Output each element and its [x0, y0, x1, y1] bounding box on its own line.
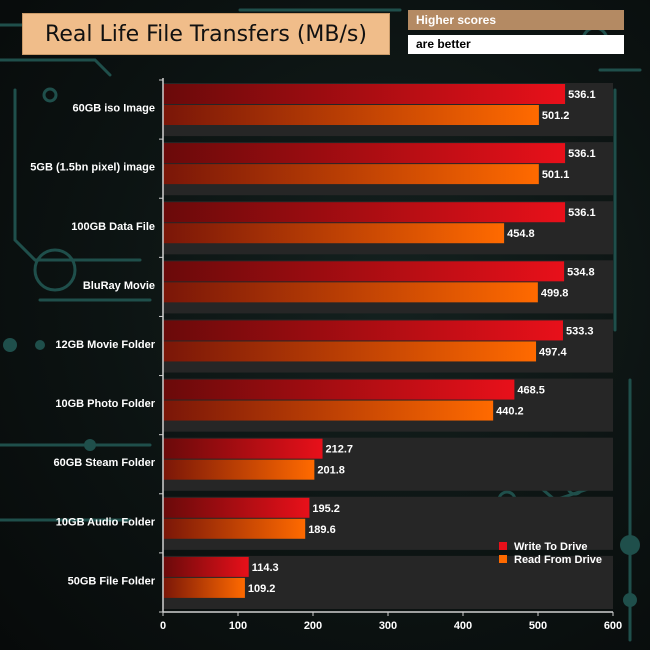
bar-write	[163, 438, 323, 459]
circuit-dot	[620, 535, 640, 555]
bar-write	[163, 143, 566, 164]
labels: 536.1 501.2 60GB iso Image 536.1 501.1 5GB (1…	[30, 89, 622, 632]
bar-write	[163, 261, 565, 282]
legend-swatch-read	[499, 555, 507, 563]
circuit-node	[33, 248, 77, 292]
legend-label-read: Read From Drive	[514, 554, 602, 566]
x-tick-label: 100	[229, 620, 247, 632]
category-label: 10GB Photo Folder	[55, 398, 155, 410]
category-label: BluRay Movie	[83, 280, 155, 292]
circuit-dot	[35, 340, 45, 350]
value-label-write: 195.2	[312, 503, 340, 515]
x-tick-label: 300	[379, 620, 397, 632]
value-label-write: 468.5	[517, 385, 545, 397]
category-label: 60GB iso Image	[72, 103, 155, 115]
bar-read	[163, 341, 537, 362]
circuit-dot	[84, 439, 96, 451]
bar-write	[163, 202, 566, 223]
bar-write	[163, 320, 563, 341]
value-label-write: 212.7	[326, 444, 354, 456]
x-tick-label: 500	[529, 620, 547, 632]
value-label-write: 114.3	[252, 562, 279, 574]
value-label-read: 501.2	[542, 110, 570, 122]
bar-read	[163, 577, 245, 598]
bar-read	[163, 518, 306, 539]
axes	[159, 78, 614, 616]
bar-read	[163, 459, 315, 480]
value-label-read: 454.8	[507, 228, 535, 240]
category-label: 60GB Steam Folder	[54, 457, 156, 469]
value-label-read: 201.8	[317, 465, 345, 477]
note-higher-scores: Higher scores	[408, 10, 624, 30]
chart-title: Real Life File Transfers (MB/s)	[22, 13, 390, 55]
bar-read	[163, 164, 539, 185]
category-label: 5GB (1.5bn pixel) image	[30, 162, 155, 174]
category-label: 100GB Data File	[71, 221, 155, 233]
bars	[163, 84, 566, 598]
bar-write	[163, 556, 249, 577]
value-label-read: 189.6	[308, 524, 336, 536]
circuit-node	[42, 87, 58, 103]
value-label-read: 497.4	[539, 346, 567, 358]
value-label-write: 536.1	[568, 148, 596, 160]
value-label-read: 501.1	[542, 169, 570, 181]
value-label-write: 536.1	[568, 89, 596, 101]
legend-label-write: Write To Drive	[514, 541, 588, 553]
x-tick-label: 400	[454, 620, 472, 632]
category-label: 10GB Audio Folder	[56, 516, 156, 528]
category-label: 50GB File Folder	[68, 575, 156, 587]
circuit-dot	[3, 338, 17, 352]
x-tick-label: 600	[604, 620, 622, 632]
value-label-read: 109.2	[248, 583, 276, 595]
circuit-dot	[623, 593, 637, 607]
value-label-write: 533.3	[566, 325, 594, 337]
x-tick-label: 200	[304, 620, 322, 632]
bar-write	[163, 84, 566, 104]
legend: Write To Drive Read From Drive	[499, 541, 602, 566]
x-tick-label: 0	[160, 620, 166, 632]
bar-write	[163, 497, 310, 518]
circuit-trace	[0, 58, 112, 77]
note-are-better: are better	[408, 35, 624, 54]
category-label: 12GB Movie Folder	[55, 339, 155, 351]
value-label-read: 499.8	[541, 287, 569, 299]
value-label-read: 440.2	[496, 406, 524, 418]
bar-read	[163, 105, 539, 125]
bar-read	[163, 282, 538, 303]
legend-swatch-write	[499, 542, 507, 550]
circuit-trace	[13, 88, 142, 262]
bar-read	[163, 223, 505, 244]
value-label-write: 534.8	[567, 266, 595, 278]
value-label-write: 536.1	[568, 207, 596, 219]
bar-read	[163, 400, 494, 421]
bar-write	[163, 379, 515, 400]
